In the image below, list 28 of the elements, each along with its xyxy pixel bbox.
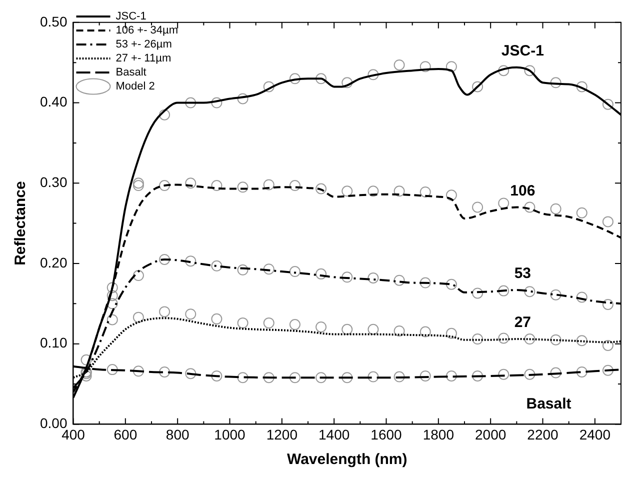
legend-label: 106 +- 34µm [116,24,178,37]
annotation: 27 [514,314,532,332]
annotation: 106 [510,182,536,200]
x-tick-label: 800 [166,426,190,442]
legend-label: Basalt [116,66,146,79]
legend-label: Model 2 [116,80,155,93]
y-tick-label: 0.20 [40,254,68,270]
x-tick-label: 1600 [370,426,402,442]
x-tick-label: 1800 [422,426,454,442]
y-tick-label: 0.50 [40,13,68,30]
x-tick-label: 1000 [214,426,246,442]
annotation: 53 [514,265,532,282]
x-tick-label: 600 [114,426,138,442]
y-tick-label: 0.40 [40,94,68,110]
legend-label: 53 +- 26µm [116,38,172,51]
y-tick-label: 0.10 [40,334,68,351]
x-tick-label: 2000 [475,426,506,442]
x-tick-label: 2200 [527,426,559,442]
y-axis-title: Reflectance [12,181,30,266]
x-tick-label: 2400 [579,426,611,442]
legend-label: 27 +- 11µm [116,52,172,65]
annotation: JSC-1 [501,42,544,60]
legend-label: JSC-1 [116,10,146,23]
x-tick-label: 1200 [266,426,298,442]
x-tick-label: 1400 [318,426,350,442]
x-axis-title: Wavelength (nm) [286,451,408,468]
y-tick-label: 0.30 [40,174,68,190]
annotation: Basalt [526,396,572,413]
